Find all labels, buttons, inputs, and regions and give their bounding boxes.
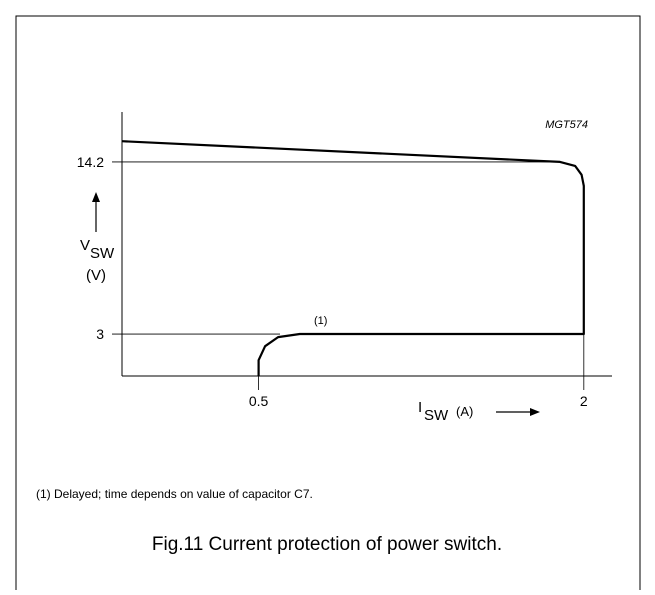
annotation: (1)	[314, 315, 327, 327]
x-label-subscript: SW	[424, 407, 449, 424]
y-label-symbol: V	[80, 237, 90, 254]
caption: Fig.11 Current protection of power switc…	[152, 534, 502, 555]
x-label-unit: (A)	[456, 404, 473, 419]
frame	[15, 15, 641, 590]
figure-id: MGT574	[545, 119, 588, 131]
curve	[121, 140, 585, 376]
footnote: (1) Delayed; time depends on value of ca…	[36, 487, 313, 501]
x-tick-label: 0.5	[249, 393, 269, 409]
x-label-symbol: I	[418, 399, 422, 416]
y-label-unit: (V)	[86, 267, 106, 284]
x-tick-label: 2	[580, 393, 588, 409]
y-tick-label: 3	[96, 326, 104, 342]
y-label-subscript: SW	[90, 245, 115, 262]
y-tick-label: 14.2	[77, 154, 104, 170]
y-arrow-head	[92, 192, 100, 202]
x-arrow-head	[530, 408, 540, 416]
